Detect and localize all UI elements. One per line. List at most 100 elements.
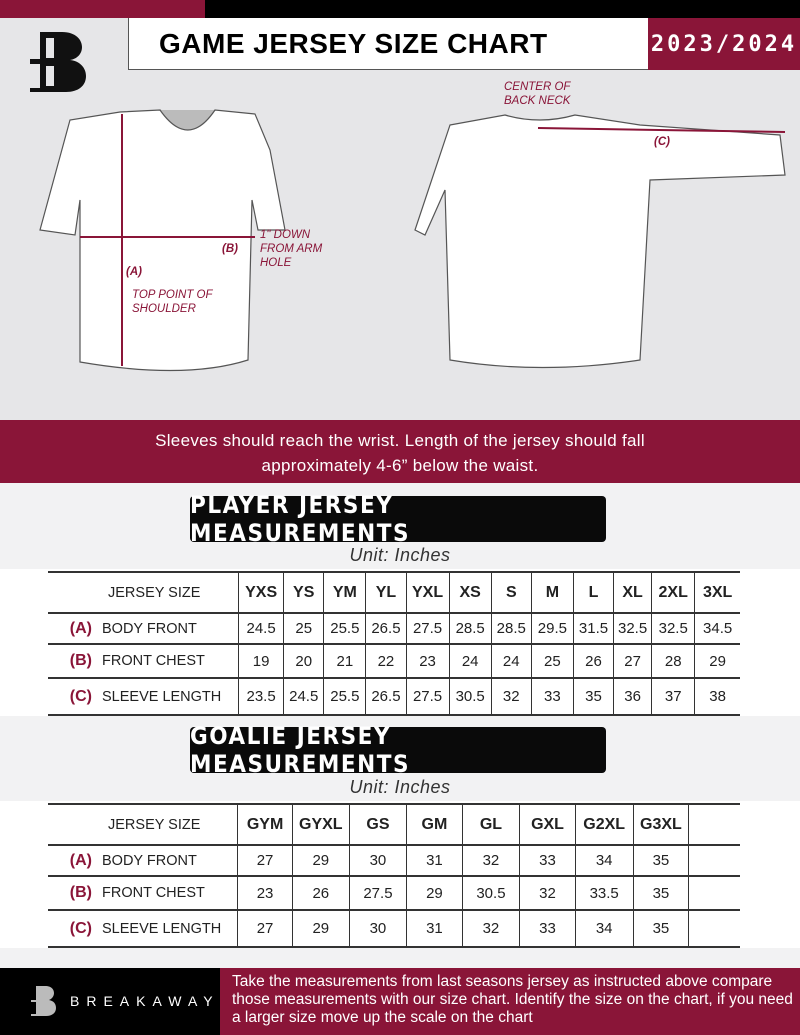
measure-line-c — [537, 127, 786, 133]
measure-cell: 34.5 — [694, 613, 740, 645]
back-jersey-drawing — [414, 114, 786, 369]
measure-cell: 27 — [237, 845, 293, 877]
measure-cell: 31 — [406, 910, 463, 948]
label-a: (A) — [126, 266, 142, 278]
size-header: XS — [448, 571, 492, 614]
measure-cell: 26 — [572, 644, 614, 679]
measure-letter: (B) — [69, 884, 92, 901]
measure-cell: 20 — [283, 644, 324, 679]
measure-cell: 23 — [405, 644, 450, 679]
size-header: GL — [461, 803, 520, 846]
size-header: YXS — [238, 571, 284, 614]
size-header: YM — [323, 571, 366, 614]
measure-cell: 29.5 — [530, 613, 574, 645]
measure-cell: 30.5 — [448, 678, 492, 716]
measure-cell: 24 — [448, 644, 492, 679]
measure-cell: 28.5 — [448, 613, 492, 645]
measure-cell: 35 — [572, 678, 614, 716]
measure-cell: 29 — [291, 845, 350, 877]
measure-cell: 33.5 — [574, 876, 634, 911]
table-row: (C) SLEEVE LENGTH 27 29 30 31 32 33 34 35 — [48, 910, 740, 948]
measure-cell: 36 — [613, 678, 652, 716]
size-header: L — [572, 571, 614, 614]
measure-cell: 19 — [238, 644, 284, 679]
banner-line-1: Sleeves should reach the wrist. Length o… — [155, 431, 645, 450]
player-section-title: PLAYER JERSEY MEASUREMENTS — [190, 491, 606, 547]
top-bar-maroon — [0, 0, 205, 18]
table-row: (C) SLEEVE LENGTH 23.5 24.5 25.5 26.5 27.5 30.5… — [48, 678, 740, 716]
measure-cell: 27.5 — [405, 678, 450, 716]
top-bar-black — [205, 0, 800, 18]
label-b: (B) — [222, 243, 238, 255]
measure-cell: 29 — [694, 644, 740, 679]
measure-cell: 33 — [519, 910, 576, 948]
measure-name: BODY FRONT — [102, 620, 197, 637]
fit-guidance-banner: Sleeves should reach the wrist. Length o… — [0, 420, 800, 483]
measure-name: SLEEVE LENGTH — [102, 920, 222, 937]
size-header: M — [530, 571, 574, 614]
measure-cell: 32 — [490, 678, 532, 716]
measure-cell — [688, 910, 740, 948]
size-header: GM — [406, 803, 463, 846]
measure-name: FRONT CHEST — [102, 653, 205, 669]
measure-cell: 35 — [632, 910, 689, 948]
measure-cell — [688, 845, 740, 877]
size-header: G2XL — [574, 803, 634, 846]
measure-cell: 23 — [237, 876, 293, 911]
breakaway-logo — [30, 32, 86, 92]
brand-name: BREAKAWAY — [70, 993, 220, 1009]
table-row: (B) FRONT CHEST 19 20 21 22 23 24 24 25 26 27 28 29 — [48, 644, 740, 679]
goalie-unit: Unit: Inches — [349, 777, 451, 797]
size-header: GXL — [519, 803, 576, 846]
measure-cell: 27.5 — [348, 876, 407, 911]
measure-cell: 29 — [406, 876, 463, 911]
footer-logo-icon — [31, 986, 56, 1016]
measure-cell: 33 — [530, 678, 574, 716]
measure-cell: 37 — [651, 678, 695, 716]
page-title: GAME JERSEY SIZE CHART — [128, 18, 648, 70]
measure-cell: 31 — [406, 845, 463, 877]
measure-cell: 28.5 — [490, 613, 532, 645]
size-header: S — [490, 571, 532, 614]
size-header — [688, 803, 740, 846]
measure-letter: (A) — [69, 851, 92, 869]
measure-cell: 24.5 — [238, 613, 284, 645]
measure-cell: 25.5 — [323, 613, 366, 645]
measure-cell: 35 — [632, 876, 689, 911]
goalie-size-table: JERSEY SIZE GYM GYXL GS GM GL GXL G2XL G3XL (A) BO… — [48, 803, 740, 948]
shoulder-note: TOP POINT OF SHOULDER — [132, 289, 213, 315]
measure-cell: 24.5 — [283, 678, 324, 716]
measure-cell: 27 — [237, 910, 293, 948]
measure-cell: 32.5 — [613, 613, 652, 645]
size-header: GS — [348, 803, 407, 846]
measure-cell: 26 — [291, 876, 350, 911]
size-header: YS — [283, 571, 324, 614]
table-row: (A) BODY FRONT 24.5 25 25.5 26.5 27.5 28.5 28.5 2… — [48, 613, 740, 645]
front-jersey-drawing — [39, 109, 286, 372]
player-size-table: JERSEY SIZE YXS YS YM YL YXL XS S M L XL 2XL 3XL (A) B… — [48, 571, 740, 716]
size-header: GYXL — [291, 803, 350, 846]
measure-cell: 25 — [283, 613, 324, 645]
measure-cell: 25 — [530, 644, 574, 679]
size-header: GYM — [237, 803, 293, 846]
banner-line-2: approximately 4-6” below the waist. — [261, 456, 539, 475]
measure-cell: 27 — [613, 644, 652, 679]
measure-cell: 25.5 — [323, 678, 366, 716]
measure-cell: 26.5 — [365, 678, 406, 716]
measure-cell: 30 — [348, 845, 407, 877]
measure-name: SLEEVE LENGTH — [102, 688, 222, 705]
size-header: 3XL — [694, 571, 740, 614]
table-row: (A) BODY FRONT 27 29 30 31 32 33 34 35 — [48, 845, 740, 877]
table-row: (B) FRONT CHEST 23 26 27.5 29 30.5 32 33.5 35 — [48, 876, 740, 911]
measure-cell — [688, 876, 740, 911]
measure-cell: 34 — [574, 910, 634, 948]
measure-cell: 32 — [461, 910, 520, 948]
measure-name: BODY FRONT — [102, 852, 197, 869]
measure-cell: 32.5 — [651, 613, 695, 645]
jersey-size-label: JERSEY SIZE — [48, 803, 238, 846]
measure-letter: (C) — [69, 919, 92, 937]
measure-letter: (B) — [69, 652, 92, 669]
measure-cell: 29 — [291, 910, 350, 948]
size-header: 2XL — [651, 571, 695, 614]
goalie-section-title: GOALIE JERSEY MEASUREMENTS — [190, 722, 606, 778]
